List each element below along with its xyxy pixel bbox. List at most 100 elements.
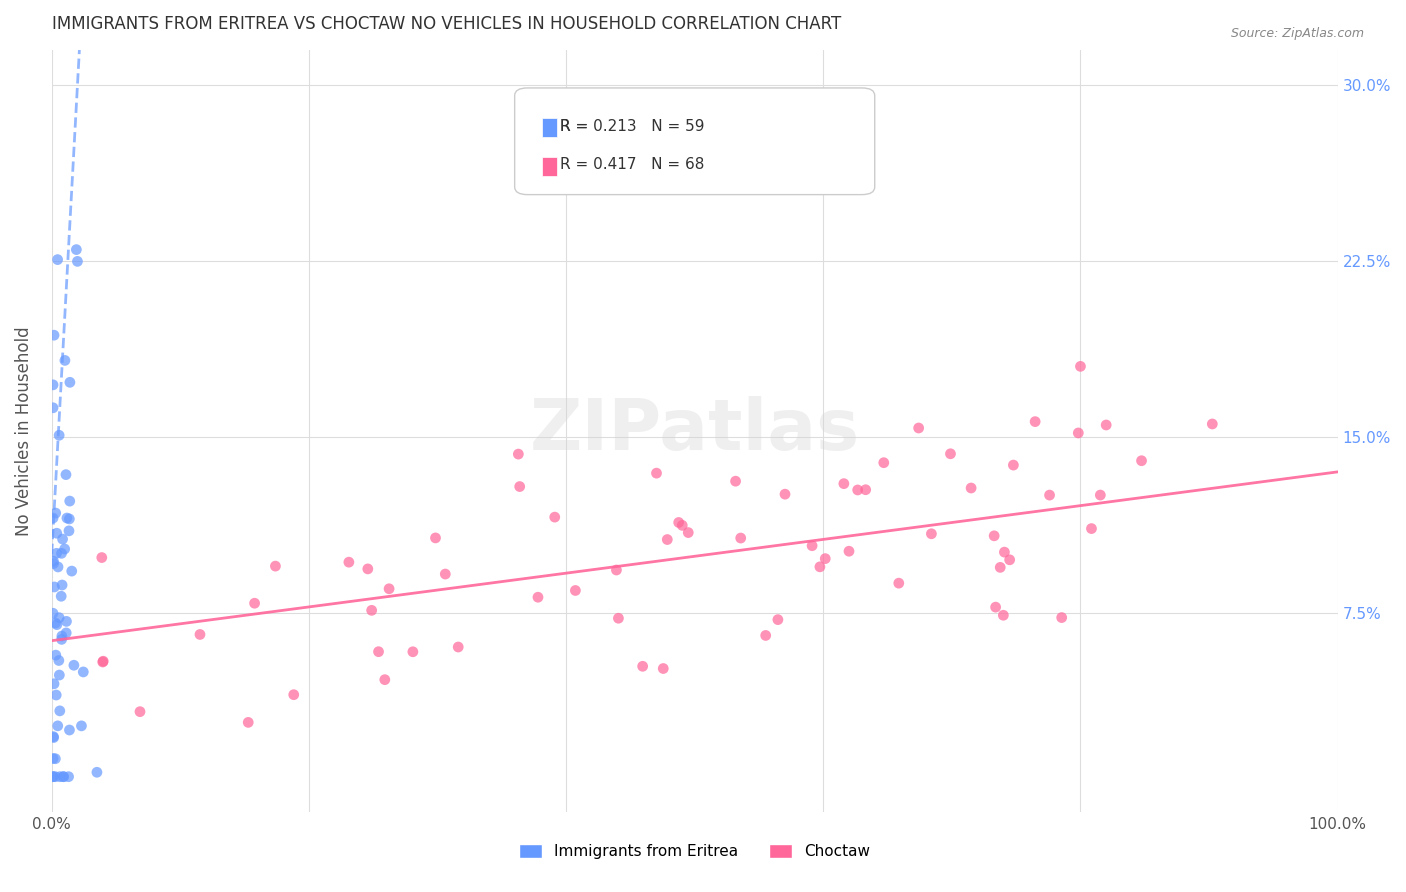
Point bbox=[1201, 417, 1223, 431]
Point bbox=[243, 596, 266, 610]
Point bbox=[42, 730, 65, 744]
Point bbox=[55, 615, 77, 629]
FancyBboxPatch shape bbox=[515, 88, 875, 194]
Point bbox=[44, 770, 66, 784]
Point bbox=[52, 770, 75, 784]
Point bbox=[58, 723, 80, 737]
Point bbox=[86, 765, 108, 780]
Point bbox=[509, 479, 531, 493]
Point bbox=[51, 632, 73, 647]
Point bbox=[46, 252, 69, 267]
Text: R = 0.417   N = 68: R = 0.417 N = 68 bbox=[560, 157, 704, 171]
Point bbox=[907, 421, 929, 435]
Point bbox=[66, 254, 89, 268]
Point bbox=[1038, 488, 1060, 502]
Point bbox=[55, 467, 77, 482]
Point bbox=[657, 533, 679, 547]
Point bbox=[48, 610, 70, 624]
Point bbox=[631, 659, 654, 673]
Point bbox=[855, 483, 877, 497]
Point bbox=[42, 770, 65, 784]
Point bbox=[65, 243, 87, 257]
Point bbox=[960, 481, 983, 495]
Point bbox=[42, 677, 65, 691]
Point bbox=[564, 583, 586, 598]
Point bbox=[801, 539, 824, 553]
Point bbox=[49, 704, 72, 718]
Point bbox=[55, 626, 77, 640]
Point bbox=[645, 466, 668, 480]
Point bbox=[46, 719, 69, 733]
Point bbox=[238, 715, 260, 730]
Point bbox=[46, 560, 69, 574]
Point bbox=[42, 751, 65, 765]
Point bbox=[129, 705, 152, 719]
Point bbox=[49, 770, 72, 784]
Point bbox=[264, 559, 287, 574]
Point bbox=[814, 551, 837, 566]
Point bbox=[51, 589, 73, 603]
Point bbox=[374, 673, 396, 687]
Point bbox=[357, 562, 380, 576]
Text: R = 0.213   N = 59: R = 0.213 N = 59 bbox=[560, 119, 704, 134]
Point bbox=[1024, 415, 1046, 429]
Point bbox=[425, 531, 447, 545]
Point bbox=[91, 655, 114, 669]
FancyBboxPatch shape bbox=[541, 119, 557, 137]
Point bbox=[998, 553, 1021, 567]
Point bbox=[607, 611, 630, 625]
Point bbox=[1069, 359, 1091, 374]
Point bbox=[846, 483, 869, 497]
Point bbox=[434, 567, 457, 582]
FancyBboxPatch shape bbox=[541, 156, 557, 176]
Point bbox=[605, 563, 627, 577]
Point bbox=[678, 525, 700, 540]
Point bbox=[838, 544, 860, 558]
Point bbox=[56, 511, 79, 525]
Point bbox=[188, 627, 211, 641]
Text: IMMIGRANTS FROM ERITREA VS CHOCTAW NO VEHICLES IN HOUSEHOLD CORRELATION CHART: IMMIGRANTS FROM ERITREA VS CHOCTAW NO VE… bbox=[52, 15, 841, 33]
Point bbox=[773, 487, 796, 501]
Point bbox=[1130, 454, 1153, 468]
Point bbox=[53, 353, 76, 368]
Point bbox=[873, 456, 896, 470]
Point bbox=[1050, 610, 1073, 624]
Point bbox=[72, 665, 94, 679]
Point bbox=[91, 654, 114, 668]
Point bbox=[44, 752, 66, 766]
Point bbox=[447, 640, 470, 654]
Point bbox=[508, 447, 530, 461]
Point bbox=[42, 511, 65, 525]
Point bbox=[59, 376, 82, 390]
Point bbox=[90, 550, 112, 565]
Point bbox=[45, 506, 67, 520]
Point bbox=[832, 476, 855, 491]
Point bbox=[45, 617, 67, 632]
Point bbox=[45, 648, 67, 662]
Point bbox=[42, 557, 65, 571]
Point bbox=[42, 377, 65, 392]
Point bbox=[993, 608, 1015, 623]
Point bbox=[367, 645, 389, 659]
Point bbox=[671, 518, 693, 533]
Point bbox=[45, 526, 67, 541]
Point bbox=[48, 668, 70, 682]
Point bbox=[51, 532, 73, 546]
Point bbox=[63, 658, 86, 673]
Point bbox=[988, 560, 1011, 574]
Point bbox=[58, 512, 80, 526]
Point bbox=[42, 770, 65, 784]
Text: R =: R = bbox=[560, 119, 593, 134]
Point bbox=[402, 645, 425, 659]
Point bbox=[51, 578, 73, 592]
Point bbox=[283, 688, 305, 702]
Point bbox=[984, 600, 1007, 615]
Legend: Immigrants from Eritrea, Choctaw: Immigrants from Eritrea, Choctaw bbox=[513, 838, 876, 865]
Point bbox=[766, 613, 789, 627]
Point bbox=[44, 615, 66, 630]
Point bbox=[652, 661, 675, 675]
Point bbox=[378, 582, 401, 596]
Point bbox=[527, 591, 550, 605]
Point bbox=[1090, 488, 1112, 502]
Point bbox=[48, 653, 70, 667]
